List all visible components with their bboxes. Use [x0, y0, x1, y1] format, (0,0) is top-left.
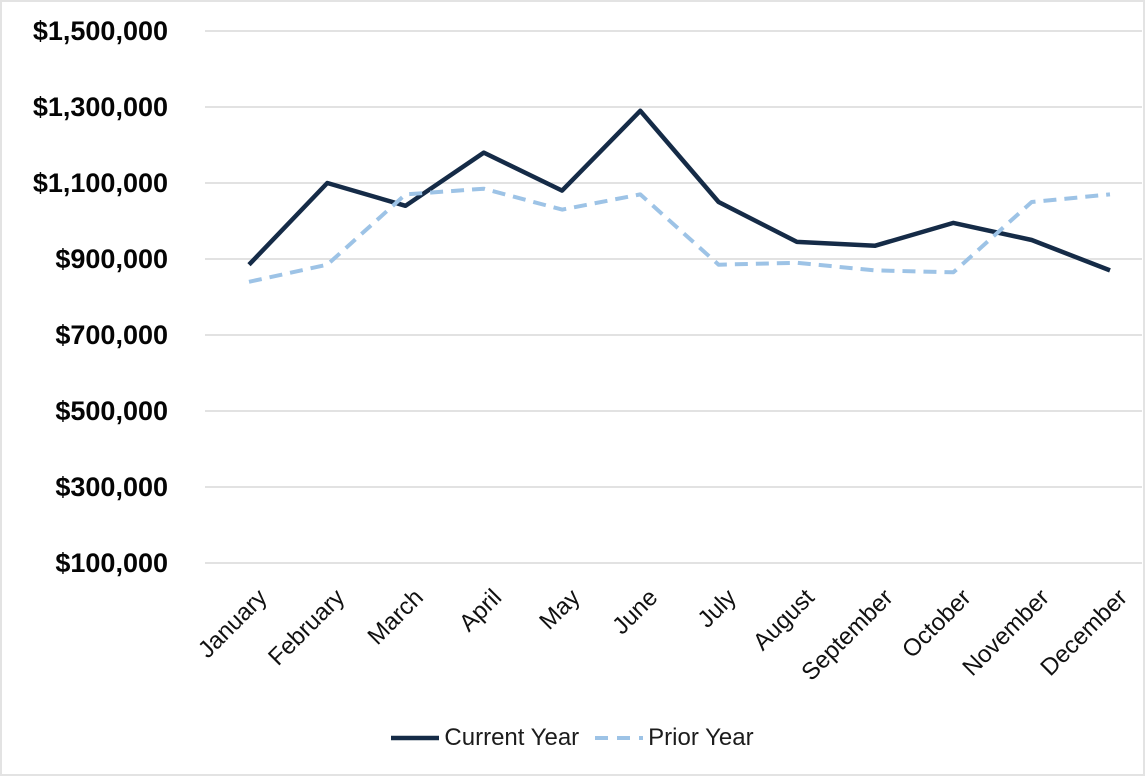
y-axis-tick-label: $500,000	[55, 396, 168, 426]
current-year-line-key	[391, 735, 440, 741]
legend: Current Year Prior Year	[2, 724, 1143, 752]
gridlines	[205, 30, 1142, 564]
y-axis-tick-label: $100,000	[55, 548, 168, 578]
legend-label-prior-year: Prior Year	[648, 724, 754, 751]
y-axis-tick-label: $1,100,000	[32, 168, 168, 198]
legend-label-current-year: Current Year	[444, 724, 580, 751]
y-axis-tick-label: $300,000	[55, 472, 168, 502]
series-line-current-year[interactable]	[247, 108, 1111, 273]
prior-year-line-key	[595, 736, 644, 740]
legend-item-prior-year[interactable]: Prior Year	[595, 724, 754, 752]
y-axis-tick-label: $1,500,000	[32, 16, 168, 46]
legend-item-current-year[interactable]: Current Year	[391, 724, 579, 752]
y-axis-tick-label: $900,000	[55, 244, 168, 274]
y-axis-tick-label: $700,000	[55, 320, 168, 350]
y-axis-tick-label: $1,300,000	[32, 92, 168, 122]
series-line-prior-year[interactable]	[248, 186, 1111, 284]
